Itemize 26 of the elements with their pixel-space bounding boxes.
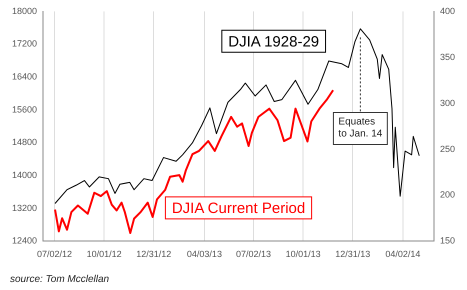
- y-tick-label: 13200: [12, 202, 38, 213]
- y-tick-label: 18000: [12, 6, 38, 16]
- y-tick-label: 14000: [12, 170, 38, 180]
- y2-tick-label: 250: [440, 144, 456, 154]
- series-label: DJIA Current Period: [172, 200, 306, 218]
- y2-tick-label: 350: [440, 52, 456, 62]
- x-tick-label: 07/02/12: [36, 249, 72, 260]
- x-tick-label: 04/03/13: [186, 249, 222, 260]
- source-note: source: Tom Mcclellan: [10, 274, 110, 285]
- y-tick-label: 15600: [12, 104, 38, 114]
- y2-tick-label: 300: [440, 98, 456, 108]
- y2-tick-label: 200: [440, 190, 456, 200]
- x-tick-label: 10/01/13: [286, 249, 321, 260]
- y-tick-label: 14800: [12, 137, 38, 148]
- y-tick-label: 12400: [12, 236, 38, 246]
- ref-line-label: Equates to Jan. 14: [338, 116, 383, 140]
- x-tick-label: 07/02/13: [236, 249, 272, 260]
- x-tick-label: 12/31/13: [335, 249, 370, 260]
- y2-tick-label: 150: [440, 236, 456, 246]
- y-tick-label: 17200: [12, 38, 38, 49]
- x-tick-label: 12/31/12: [136, 249, 172, 260]
- x-tick-label: 10/01/12: [86, 249, 122, 260]
- series-label: DJIA 1928-29: [228, 33, 320, 50]
- x-tick-label: 04/02/14: [385, 249, 420, 260]
- y-tick-label: 16400: [12, 72, 38, 82]
- y2-tick-label: 400: [440, 6, 456, 16]
